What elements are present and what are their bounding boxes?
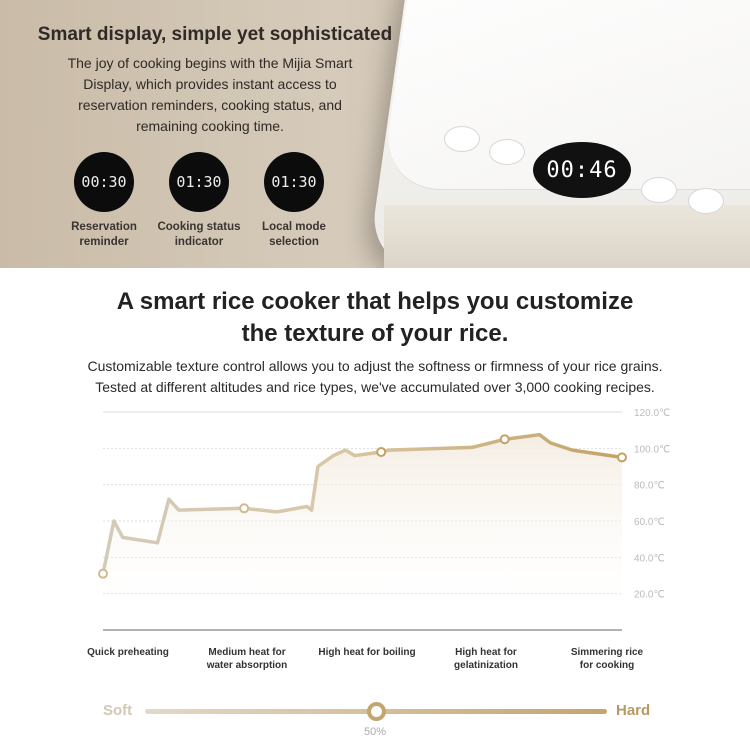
hard-label: Hard — [616, 702, 651, 719]
cooker-start-button — [641, 177, 677, 203]
body-line: Display, which provides instant access t… — [83, 76, 337, 92]
temperature-line — [101, 432, 624, 576]
stage-label: High heat for gelatinization — [454, 647, 518, 671]
data-point — [499, 434, 510, 445]
y-tick-label: 100.0℃ — [634, 444, 670, 455]
icon-label: Cooking status indicator — [157, 221, 241, 248]
icon-label: Local mode selection — [262, 221, 326, 248]
stage-label: Medium heat for water absorption — [206, 647, 288, 671]
banner-title: Smart display, simple yet sophisticated — [37, 24, 393, 45]
body-line: remaining cooking time. — [136, 118, 284, 134]
y-tick-label: 60.0℃ — [634, 517, 665, 528]
soft-label: Soft — [103, 702, 133, 719]
y-tick-label: 120.0℃ — [634, 408, 670, 419]
stage-label: High heat for boiling — [318, 647, 416, 658]
texture-value: 50% — [363, 726, 387, 738]
cooker-button — [489, 139, 525, 165]
headline: A smart rice cooker that helps you custo… — [116, 288, 634, 347]
area-fill — [103, 434, 622, 630]
data-point — [617, 452, 627, 463]
cooker-button — [444, 126, 480, 152]
cooking-status-display-icon: 01:30 — [169, 152, 229, 212]
banner-body: The joy of cooking begins with the Mijia… — [10, 53, 410, 137]
subheadline: Customizable texture control allows you … — [87, 358, 663, 395]
texture-slider-handle[interactable] — [366, 702, 386, 721]
icon-label: Reservation reminder — [71, 221, 137, 248]
rice-cooker-side — [384, 205, 750, 268]
y-tick-label: 40.0℃ — [634, 553, 665, 564]
data-point — [98, 568, 108, 579]
cooker-display: 00:46 — [533, 142, 631, 198]
stage-label: Quick preheating — [87, 647, 169, 658]
display-banner: 00:46 Smart display, simple yet sophisti… — [0, 0, 750, 268]
local-mode-display-icon: 01:30 — [264, 152, 324, 212]
data-point — [376, 446, 387, 457]
reservation-display-icon: 00:30 — [74, 152, 134, 212]
data-point — [239, 503, 250, 514]
stage-label: Simmering rice for cooking — [570, 647, 644, 671]
y-tick-label: 80.0℃ — [634, 481, 665, 492]
body-line: reservation reminders, cooking status, a… — [78, 97, 342, 113]
cooker-button — [688, 188, 724, 214]
body-line: The joy of cooking begins with the Mijia… — [67, 55, 353, 71]
y-tick-label: 20.0℃ — [634, 590, 665, 601]
